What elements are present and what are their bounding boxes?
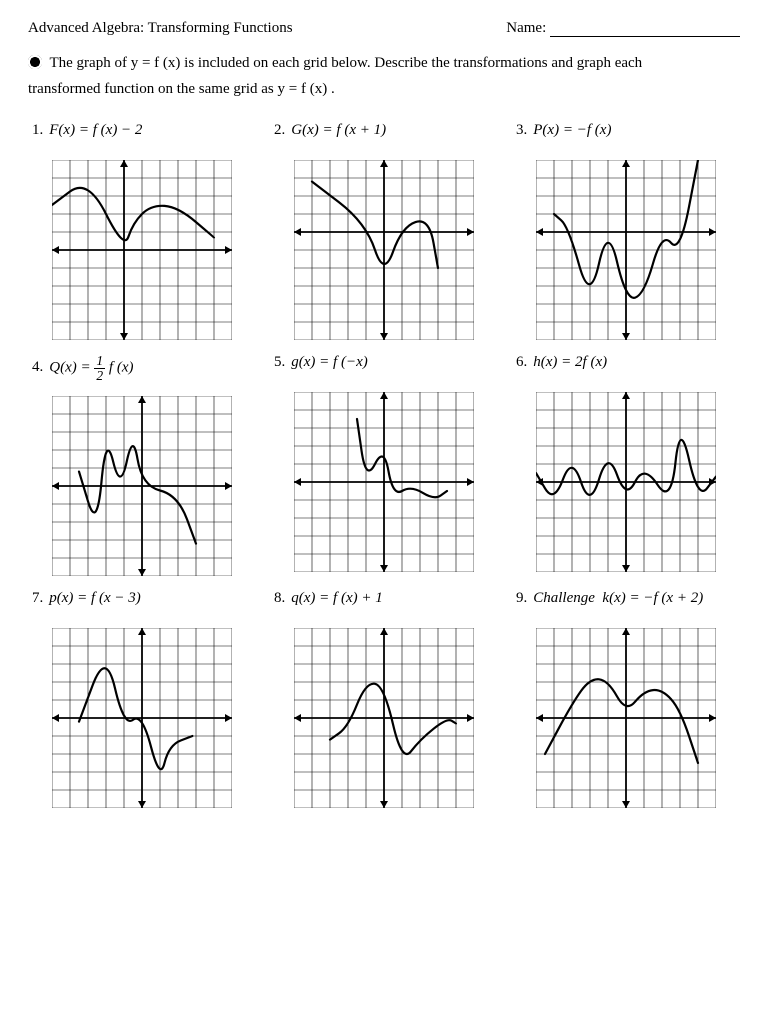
problem-cell: 2.G(x) = f (x + 1) xyxy=(270,112,498,340)
chart-grid xyxy=(512,160,740,340)
chart-grid xyxy=(270,160,498,340)
problem-label: 6.h(x) = 2f (x) xyxy=(516,354,740,378)
chart-grid xyxy=(28,628,256,808)
problem-cell: 5.g(x) = f (−x) xyxy=(270,344,498,576)
problem-row: 7.p(x) = f (x − 3) 8.q(x) = f (x) + 1 9.Ch… xyxy=(28,580,740,808)
problem-label: 8.q(x) = f (x) + 1 xyxy=(274,590,498,614)
problem-cell: 8.q(x) = f (x) + 1 xyxy=(270,580,498,808)
problem-row: 1.F(x) = f (x) − 2 2.G(x) = f (x + 1) 3.P(… xyxy=(28,112,740,340)
problem-label: 7.p(x) = f (x − 3) xyxy=(32,590,256,614)
instructions: The graph of y = f (x) is included on ea… xyxy=(28,51,740,102)
chart-grid xyxy=(270,392,498,572)
hole-punch-icon xyxy=(28,55,42,69)
chart-grid xyxy=(28,396,256,576)
problem-label: 2.G(x) = f (x + 1) xyxy=(274,122,498,146)
problem-grid: 1.F(x) = f (x) − 2 2.G(x) = f (x + 1) 3.P(… xyxy=(28,112,740,808)
problem-cell: 9.Challenge k(x) = −f (x + 2) xyxy=(512,580,740,808)
problem-label: 5.g(x) = f (−x) xyxy=(274,354,498,378)
header: Advanced Algebra: Transforming Functions… xyxy=(28,20,740,37)
problem-label: 1.F(x) = f (x) − 2 xyxy=(32,122,256,146)
problem-cell: 6.h(x) = 2f (x) xyxy=(512,344,740,576)
page-title: Advanced Algebra: Transforming Functions xyxy=(28,20,293,37)
problem-label: 4.Q(x) = 12 f (x) xyxy=(32,354,256,382)
problem-label: 3.P(x) = −f (x) xyxy=(516,122,740,146)
chart-grid xyxy=(512,628,740,808)
name-blank xyxy=(550,23,740,37)
problem-row: 4.Q(x) = 12 f (x) 5.g(x) = f (−x) 6.h(x) =… xyxy=(28,344,740,576)
problem-label: 9.Challenge k(x) = −f (x + 2) xyxy=(516,590,740,614)
chart-grid xyxy=(512,392,740,572)
problem-cell: 4.Q(x) = 12 f (x) xyxy=(28,344,256,576)
problem-cell: 3.P(x) = −f (x) xyxy=(512,112,740,340)
problem-cell: 7.p(x) = f (x − 3) xyxy=(28,580,256,808)
chart-grid xyxy=(28,160,256,340)
chart-grid xyxy=(270,628,498,808)
name-field: Name: xyxy=(506,20,740,37)
problem-cell: 1.F(x) = f (x) − 2 xyxy=(28,112,256,340)
